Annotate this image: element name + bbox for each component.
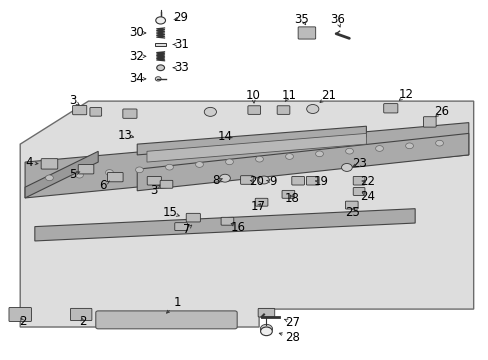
FancyBboxPatch shape — [240, 176, 253, 184]
Circle shape — [341, 163, 351, 171]
Circle shape — [375, 146, 383, 151]
Circle shape — [157, 65, 164, 71]
FancyBboxPatch shape — [258, 309, 274, 317]
Circle shape — [255, 156, 263, 162]
FancyBboxPatch shape — [70, 309, 92, 320]
Text: 22: 22 — [359, 175, 374, 188]
Text: 17: 17 — [250, 201, 265, 213]
FancyBboxPatch shape — [96, 311, 237, 329]
Text: 9: 9 — [268, 175, 276, 188]
Circle shape — [195, 162, 203, 167]
Text: 19: 19 — [313, 175, 328, 188]
Polygon shape — [20, 101, 473, 327]
Circle shape — [204, 107, 216, 116]
Polygon shape — [137, 134, 468, 191]
Text: 3: 3 — [150, 184, 158, 197]
FancyBboxPatch shape — [383, 104, 397, 113]
Circle shape — [405, 143, 412, 149]
Bar — [155, 43, 166, 46]
FancyBboxPatch shape — [160, 180, 172, 188]
Text: 27: 27 — [284, 316, 299, 329]
Circle shape — [219, 174, 230, 182]
Circle shape — [258, 176, 269, 184]
FancyBboxPatch shape — [345, 201, 357, 209]
Text: 13: 13 — [117, 129, 132, 142]
FancyBboxPatch shape — [73, 105, 86, 115]
Text: 14: 14 — [217, 130, 232, 143]
FancyBboxPatch shape — [90, 108, 102, 116]
FancyBboxPatch shape — [107, 172, 123, 182]
Text: 30: 30 — [129, 27, 143, 40]
Circle shape — [306, 104, 318, 113]
FancyBboxPatch shape — [277, 106, 289, 114]
Text: 35: 35 — [294, 13, 309, 26]
Circle shape — [225, 159, 233, 165]
Text: 2: 2 — [79, 315, 86, 328]
FancyBboxPatch shape — [122, 109, 137, 118]
Text: 15: 15 — [163, 207, 178, 220]
Text: 28: 28 — [285, 330, 299, 343]
FancyBboxPatch shape — [352, 176, 364, 185]
Text: 18: 18 — [285, 192, 299, 205]
Text: 20: 20 — [248, 175, 263, 188]
Text: 32: 32 — [128, 50, 143, 63]
Text: 3: 3 — [69, 94, 77, 107]
FancyBboxPatch shape — [423, 117, 435, 127]
FancyBboxPatch shape — [298, 27, 315, 39]
Text: 23: 23 — [351, 157, 366, 170]
Text: 29: 29 — [173, 12, 188, 24]
Text: 16: 16 — [231, 221, 245, 234]
FancyBboxPatch shape — [174, 223, 187, 230]
Polygon shape — [147, 134, 366, 162]
Text: 2: 2 — [19, 315, 26, 328]
Circle shape — [105, 170, 113, 175]
Text: 5: 5 — [69, 168, 77, 181]
Circle shape — [260, 327, 272, 336]
FancyBboxPatch shape — [247, 106, 260, 114]
Text: 7: 7 — [183, 223, 190, 236]
Text: 25: 25 — [345, 207, 360, 220]
Text: 6: 6 — [99, 179, 106, 192]
Text: 26: 26 — [434, 105, 448, 118]
FancyBboxPatch shape — [282, 190, 294, 198]
Text: 31: 31 — [173, 38, 188, 51]
FancyBboxPatch shape — [186, 213, 200, 222]
Text: 36: 36 — [329, 13, 344, 26]
Text: 12: 12 — [398, 88, 413, 101]
Text: 1: 1 — [173, 296, 181, 309]
Circle shape — [435, 140, 443, 146]
Circle shape — [260, 324, 272, 333]
Circle shape — [165, 164, 173, 170]
Circle shape — [135, 167, 143, 173]
Circle shape — [45, 175, 53, 181]
Circle shape — [345, 148, 353, 154]
Text: 11: 11 — [281, 89, 296, 102]
FancyBboxPatch shape — [221, 217, 233, 225]
Polygon shape — [25, 123, 468, 198]
Circle shape — [76, 172, 83, 178]
Text: 34: 34 — [128, 72, 143, 85]
FancyBboxPatch shape — [78, 165, 94, 174]
Polygon shape — [137, 126, 366, 155]
Polygon shape — [25, 151, 98, 198]
Text: 4: 4 — [25, 156, 33, 169]
Text: 10: 10 — [245, 89, 260, 102]
Circle shape — [285, 154, 293, 159]
Polygon shape — [35, 209, 414, 241]
Text: 24: 24 — [359, 190, 374, 203]
Text: 21: 21 — [320, 89, 335, 102]
Text: 8: 8 — [212, 174, 220, 187]
FancyBboxPatch shape — [352, 188, 364, 195]
FancyBboxPatch shape — [291, 176, 304, 185]
Circle shape — [315, 151, 323, 157]
Circle shape — [302, 29, 311, 36]
Text: 33: 33 — [173, 61, 188, 74]
FancyBboxPatch shape — [147, 176, 161, 185]
Circle shape — [155, 77, 161, 81]
FancyBboxPatch shape — [255, 198, 267, 206]
FancyBboxPatch shape — [306, 176, 319, 185]
FancyBboxPatch shape — [41, 159, 58, 169]
Circle shape — [156, 17, 165, 24]
FancyBboxPatch shape — [9, 307, 31, 321]
